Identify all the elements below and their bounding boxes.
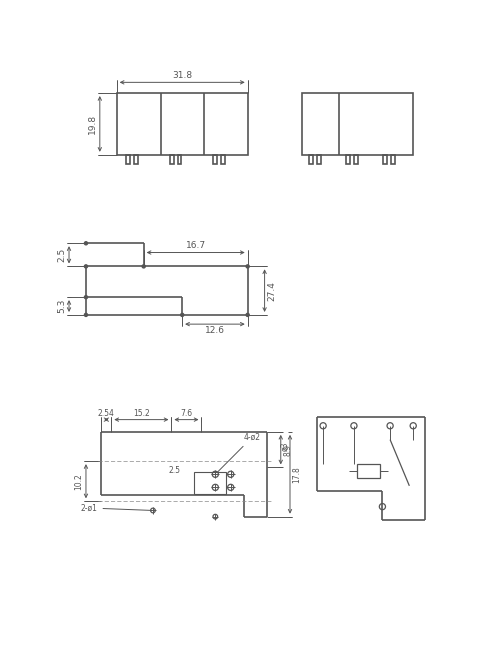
Text: 7.6: 7.6: [180, 409, 192, 418]
Bar: [177, 155, 181, 164]
Bar: [309, 155, 313, 164]
Text: 19.8: 19.8: [88, 114, 97, 134]
Text: 4-ø2: 4-ø2: [217, 433, 261, 472]
Bar: [194, 472, 226, 494]
Text: 8.9: 8.9: [283, 444, 292, 456]
Circle shape: [84, 265, 87, 268]
Text: 31.8: 31.8: [172, 71, 192, 80]
Text: 27.4: 27.4: [268, 281, 277, 301]
Circle shape: [84, 241, 87, 245]
Text: 5.3: 5.3: [57, 299, 66, 313]
Text: 10.2: 10.2: [74, 473, 83, 490]
Bar: [221, 155, 224, 164]
Text: 12.6: 12.6: [205, 326, 225, 336]
Circle shape: [180, 313, 184, 316]
Circle shape: [142, 265, 145, 268]
Circle shape: [246, 313, 249, 316]
Text: 17.8: 17.8: [292, 466, 301, 483]
Text: 15.2: 15.2: [133, 409, 150, 418]
Bar: [170, 155, 174, 164]
Text: 2-ø1: 2-ø1: [81, 504, 150, 512]
Bar: [391, 155, 395, 164]
Text: 2.54: 2.54: [98, 409, 115, 418]
Bar: [126, 155, 130, 164]
Text: 16.7: 16.7: [186, 241, 206, 250]
Bar: [302, 93, 413, 155]
Bar: [354, 155, 358, 164]
Bar: [134, 155, 138, 164]
Bar: [357, 464, 380, 478]
Bar: [346, 155, 350, 164]
Text: ø3: ø3: [280, 441, 289, 450]
Circle shape: [84, 313, 87, 316]
Text: 2.5: 2.5: [169, 466, 180, 475]
Bar: [383, 155, 387, 164]
Circle shape: [84, 295, 87, 299]
Bar: [213, 155, 217, 164]
Text: 2.5: 2.5: [57, 247, 66, 262]
Bar: [117, 93, 247, 155]
Bar: [317, 155, 321, 164]
Circle shape: [246, 265, 249, 268]
